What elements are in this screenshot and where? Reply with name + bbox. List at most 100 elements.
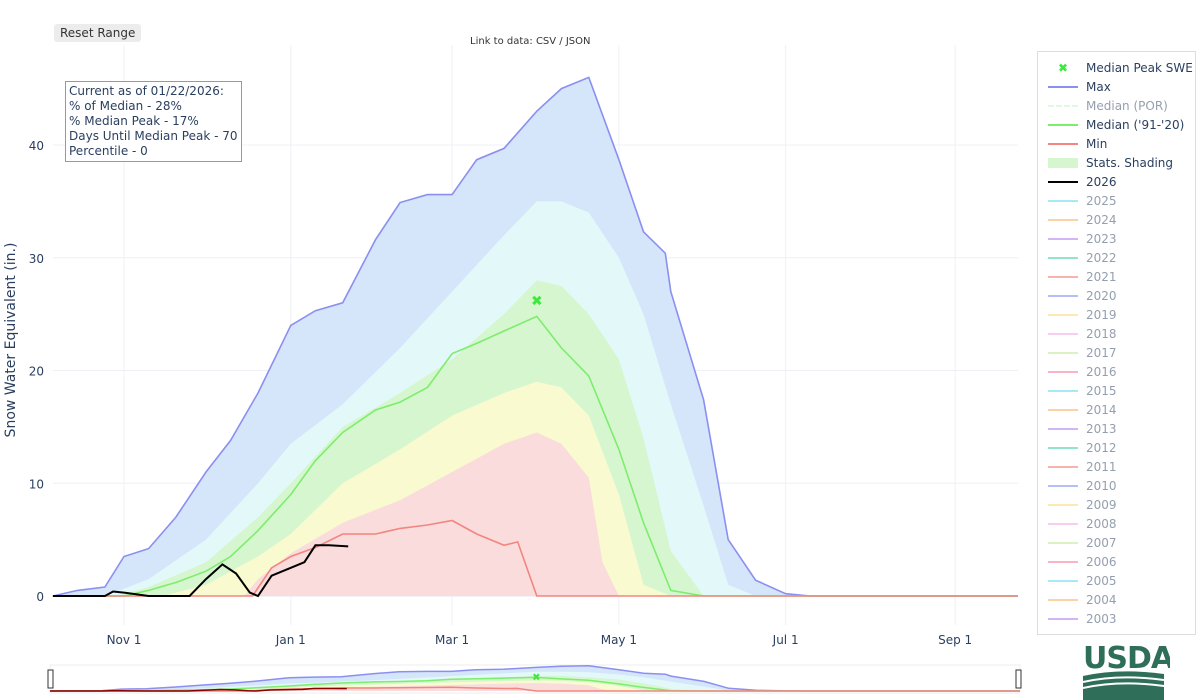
legend-swatch bbox=[1048, 522, 1078, 525]
legend: ✖ Median Peak SWE Max Median (POR) Median ('… bbox=[1037, 51, 1196, 635]
legend-swatch bbox=[1048, 408, 1078, 411]
legend-swatch bbox=[1048, 218, 1078, 221]
legend-item[interactable]: 2023 bbox=[1038, 229, 1117, 248]
legend-label: Median (POR) bbox=[1086, 98, 1168, 113]
legend-item[interactable]: 2016 bbox=[1038, 362, 1117, 381]
legend-label: 2010 bbox=[1086, 478, 1117, 493]
legend-swatch bbox=[1048, 85, 1078, 88]
legend-label: 2012 bbox=[1086, 440, 1117, 455]
legend-swatch bbox=[1048, 180, 1078, 183]
legend-item[interactable]: 2022 bbox=[1038, 248, 1117, 267]
range-slider-handle[interactable] bbox=[1015, 669, 1022, 689]
legend-label: Min bbox=[1086, 136, 1108, 151]
legend-swatch bbox=[1048, 617, 1078, 620]
legend-item[interactable]: Stats. Shading bbox=[1038, 153, 1173, 172]
legend-swatch bbox=[1048, 446, 1078, 449]
legend-label: Median Peak SWE bbox=[1086, 60, 1193, 75]
series-lines: ✖ bbox=[52, 76, 1018, 598]
range-slider-handle[interactable] bbox=[47, 669, 54, 689]
legend-item[interactable]: 2012 bbox=[1038, 438, 1117, 457]
legend-label: 2026 bbox=[1086, 174, 1117, 189]
legend-item[interactable]: 2025 bbox=[1038, 191, 1117, 210]
legend-label: 2025 bbox=[1086, 193, 1117, 208]
legend-item[interactable]: 2010 bbox=[1038, 476, 1117, 495]
legend-item[interactable]: 2011 bbox=[1038, 457, 1117, 476]
legend-label: 2009 bbox=[1086, 497, 1117, 512]
legend-item[interactable]: 2013 bbox=[1038, 419, 1117, 438]
legend-swatch bbox=[1048, 370, 1078, 373]
legend-swatch bbox=[1048, 560, 1078, 563]
legend-item[interactable]: Max bbox=[1038, 77, 1111, 96]
y-axis-label: Snow Water Equivalent (in.) bbox=[3, 243, 19, 438]
data-link[interactable]: Link to data: CSV / JSON bbox=[470, 36, 591, 47]
legend-swatch bbox=[1048, 157, 1078, 168]
legend-label: 2006 bbox=[1086, 554, 1117, 569]
legend-label: 2021 bbox=[1086, 269, 1117, 284]
legend-item[interactable]: 2003 bbox=[1038, 609, 1117, 628]
legend-item[interactable]: 2018 bbox=[1038, 324, 1117, 343]
legend-item[interactable]: 2026 bbox=[1038, 172, 1117, 191]
legend-swatch bbox=[1048, 389, 1078, 392]
usda-logo: USDA bbox=[1082, 641, 1170, 700]
legend-label: 2019 bbox=[1086, 307, 1117, 322]
legend-label: 2014 bbox=[1086, 402, 1117, 417]
x-tick-label: Sep 1 bbox=[938, 633, 972, 647]
x-marker-icon: ✖ bbox=[1057, 60, 1069, 75]
reset-range-button[interactable]: Reset Range bbox=[54, 24, 142, 42]
y-tick-label: 30 bbox=[29, 252, 44, 266]
legend-item[interactable]: 2008 bbox=[1038, 514, 1117, 533]
y-tick-label: 10 bbox=[29, 477, 44, 491]
legend-item[interactable]: Min bbox=[1038, 134, 1107, 153]
legend-label: 2008 bbox=[1086, 516, 1117, 531]
legend-label: 2024 bbox=[1086, 212, 1117, 227]
legend-swatch bbox=[1048, 123, 1078, 126]
x-tick-label: Jan 1 bbox=[275, 633, 306, 647]
legend-swatch bbox=[1048, 351, 1078, 354]
legend-item[interactable]: 2015 bbox=[1038, 381, 1117, 400]
legend-label: 2017 bbox=[1086, 345, 1117, 360]
legend-swatch bbox=[1048, 598, 1078, 601]
slider-line bbox=[49, 664, 1020, 692]
legend-label: 2007 bbox=[1086, 535, 1117, 550]
series-line-max bbox=[52, 76, 1018, 597]
legend-item[interactable]: 2017 bbox=[1038, 343, 1117, 362]
median-peak-marker: ✖ bbox=[531, 294, 543, 310]
legend-item[interactable]: ✖ Median Peak SWE bbox=[1038, 58, 1193, 77]
series-line-2026 bbox=[52, 544, 349, 598]
legend-item[interactable]: 2019 bbox=[1038, 305, 1117, 324]
legend-item[interactable]: 2009 bbox=[1038, 495, 1117, 514]
info-line: % Median Peak - 17% bbox=[69, 114, 199, 128]
info-line: % of Median - 28% bbox=[69, 99, 182, 113]
legend-item[interactable]: 2007 bbox=[1038, 533, 1117, 552]
series-line-median9120 bbox=[52, 315, 1018, 597]
legend-label: 2018 bbox=[1086, 326, 1117, 341]
x-tick-label: May 1 bbox=[601, 633, 637, 647]
legend-swatch bbox=[1048, 142, 1078, 145]
legend-swatch bbox=[1048, 199, 1078, 202]
legend-swatch bbox=[1048, 332, 1078, 335]
stats-shading bbox=[52, 77, 1019, 596]
legend-label: 2023 bbox=[1086, 231, 1117, 246]
legend-item[interactable]: Median ('91-'20) bbox=[1038, 115, 1184, 134]
shading-band-p10 bbox=[244, 432, 619, 596]
legend-item[interactable]: 2006 bbox=[1038, 552, 1117, 571]
legend-label: Median ('91-'20) bbox=[1086, 117, 1185, 132]
legend-item[interactable]: 2005 bbox=[1038, 571, 1117, 590]
legend-item[interactable]: 2004 bbox=[1038, 590, 1117, 609]
legend-item[interactable]: 2024 bbox=[1038, 210, 1117, 229]
current-stats-box: Current as of 01/22/2026: % of Median - … bbox=[65, 81, 242, 162]
y-tick-label: 0 bbox=[36, 590, 44, 604]
legend-label: 2022 bbox=[1086, 250, 1117, 265]
svg-text:USDA: USDA bbox=[1083, 641, 1170, 676]
legend-item[interactable]: 2020 bbox=[1038, 286, 1117, 305]
range-slider[interactable]: ✖ bbox=[47, 664, 1022, 694]
legend-item[interactable]: 2014 bbox=[1038, 400, 1117, 419]
slider-line bbox=[50, 687, 347, 692]
legend-label: 2015 bbox=[1086, 383, 1117, 398]
legend-swatch bbox=[1048, 541, 1078, 544]
x-tick-label: Nov 1 bbox=[107, 633, 142, 647]
legend-item[interactable]: Median (POR) bbox=[1038, 96, 1168, 115]
legend-item[interactable]: 2021 bbox=[1038, 267, 1117, 286]
info-line: Current as of 01/22/2026: bbox=[69, 84, 224, 98]
